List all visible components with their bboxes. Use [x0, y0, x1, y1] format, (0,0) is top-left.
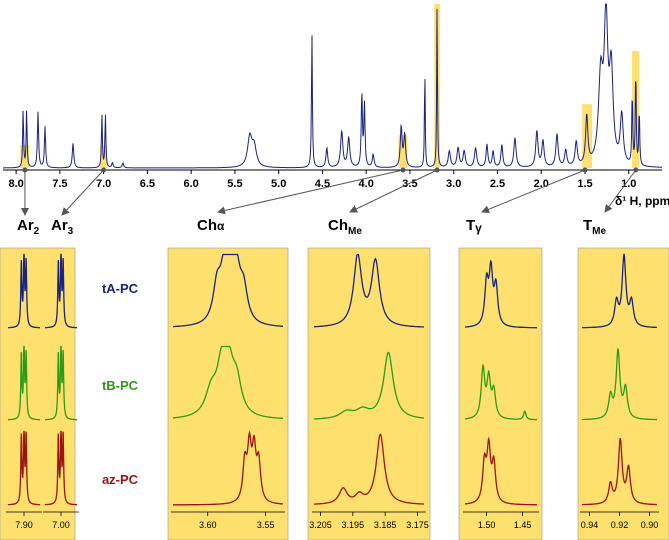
axis-tick-label: 5.0: [271, 178, 286, 190]
axis-tick-label: 4.0: [359, 178, 374, 190]
panel-trace-az-PC: [44, 430, 78, 506]
panel-tick-label: 3.55: [257, 520, 275, 530]
axis-tick-label: 8.0: [8, 178, 23, 190]
ppm-axis: 8.0 7.5 7.0 6.5 6.0 5.5 5.0 4.5 4.0 3.5 3.0 2.5 2.0 1…: [3, 169, 662, 190]
highlight-band: [632, 50, 640, 168]
pointer-arrow: [481, 169, 586, 214]
panel-trace-tA-PC: [173, 253, 283, 328]
label-ar3: Ar3: [51, 217, 74, 237]
arrows: [20, 167, 639, 216]
panel-tick-label: 0.92: [611, 520, 629, 530]
axis-tick-label: 5.5: [227, 178, 242, 190]
panel-trace-az-PC: [7, 430, 41, 506]
axis-tick-label: 6.5: [140, 178, 155, 190]
panel-trace-az-PC: [314, 433, 424, 505]
zoom-panels: 7.90 7.00 3.60 3.55 3.205 3.195 3.185 3.175 1.50…: [0, 247, 669, 540]
pointer-arrow: [604, 169, 637, 213]
panel-trace-tB-PC: [172, 345, 283, 420]
panel-trace-tB-PC: [313, 351, 424, 420]
panel-tick-label: 0.90: [641, 520, 659, 530]
panel-tick-label: 3.175: [406, 520, 429, 530]
label-ar2: Ar2: [17, 217, 40, 237]
axis-label: δ¹ H, ppm: [615, 194, 669, 208]
panel-tick-label: 1.50: [478, 520, 496, 530]
panel-trace-tB-PC: [7, 345, 40, 421]
pointer-arrow: [349, 169, 438, 213]
label-chme: ChMe: [328, 217, 362, 237]
series-label-ta: tA-PC: [102, 281, 139, 296]
panel-trace-tA-PC: [465, 259, 537, 329]
full-spectrum: [3, 3, 662, 169]
axis-tick-label: 7.5: [52, 178, 67, 190]
pointer-arrow: [61, 169, 105, 216]
spectrum-highlights: [20, 4, 640, 168]
highlight-band: [582, 104, 593, 168]
panel-trace-tB-PC: [582, 347, 657, 421]
series-label-az: az-PC: [102, 472, 139, 487]
label-cha: Chα: [197, 217, 225, 234]
panel-tick-label: 3.195: [342, 520, 365, 530]
spectrum-trace: [3, 3, 662, 169]
panel-background: [458, 247, 543, 540]
axis-tick-label: 3.0: [446, 178, 461, 190]
panel-tick-label: 3.60: [199, 520, 217, 530]
panel-trace-tA-PC: [7, 253, 40, 329]
axis-tick-label: 1.0: [621, 178, 636, 190]
axis-tick-label: 2.5: [490, 178, 505, 190]
panel-trace-tA-PC: [314, 253, 424, 328]
highlight-band: [398, 135, 408, 168]
panel-trace-tA-PC: [582, 253, 657, 329]
panel-tick-label: 0.94: [581, 520, 599, 530]
label-tg: Tγ: [466, 217, 482, 235]
panel-background: [0, 247, 76, 540]
label-tme: TMe: [583, 217, 607, 237]
panel-tick-label: 3.185: [374, 520, 397, 530]
axis-tick-label: 2.0: [534, 178, 549, 190]
panel-trace-tB-PC: [465, 363, 537, 421]
panel-trace-tB-PC: [44, 345, 77, 421]
panel-tick-label: 1.45: [514, 520, 532, 530]
panel-trace-az-PC: [173, 430, 284, 506]
axis-tick-label: 7.0: [96, 178, 111, 190]
panel-background: [167, 247, 289, 540]
axis-tick-label: 1.5: [577, 178, 592, 190]
panel-trace-az-PC: [465, 436, 537, 506]
panel-tick-label: 7.00: [52, 520, 70, 530]
panel-tick-label: 3.205: [309, 520, 332, 530]
axis-tick-label: 6.0: [184, 178, 199, 190]
pointer-arrow: [217, 169, 404, 215]
panel-trace-az-PC: [582, 437, 657, 506]
axis-tick-label: 3.5: [402, 178, 417, 190]
panel-trace-tA-PC: [44, 253, 77, 329]
panel-tick-label: 7.90: [15, 520, 33, 530]
series-label-tb: tB-PC: [102, 378, 139, 393]
